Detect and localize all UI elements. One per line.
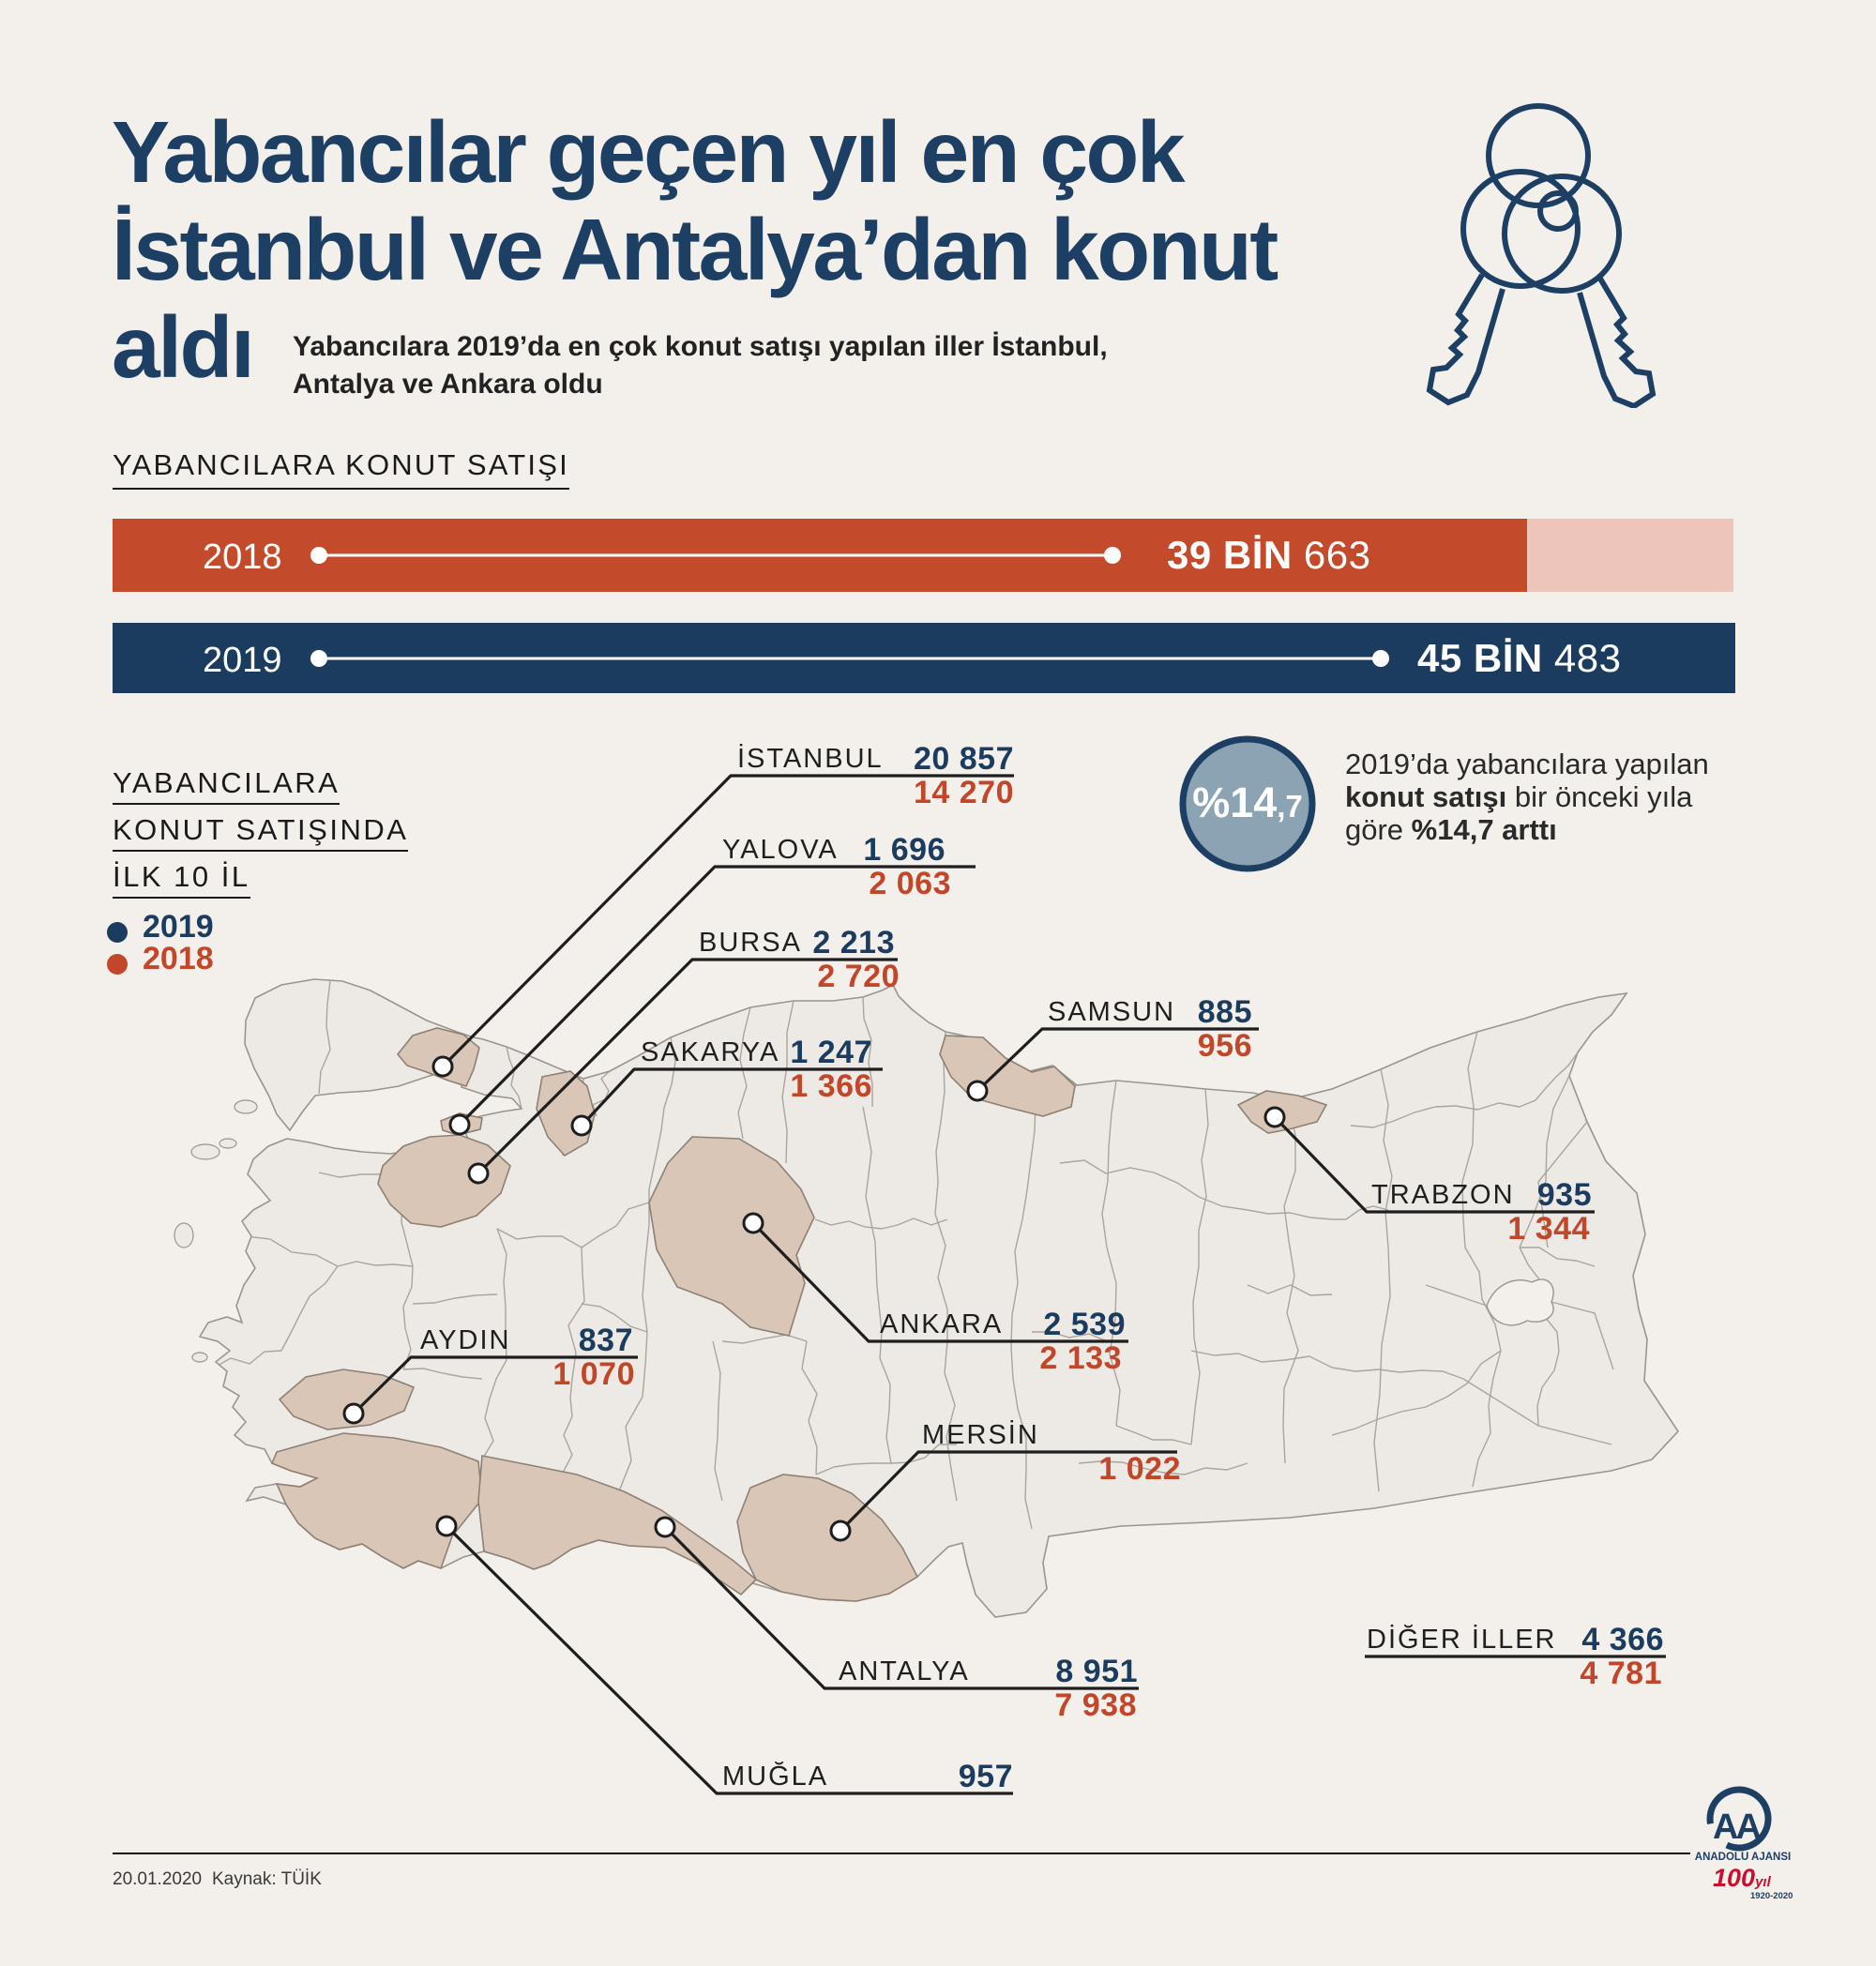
svg-text:AA: AA	[1713, 1807, 1761, 1847]
svg-text:100yıl: 100yıl	[1713, 1864, 1772, 1892]
svg-text:ANADOLU AJANSI: ANADOLU AJANSI	[1695, 1852, 1791, 1863]
svg-text:1920-2020: 1920-2020	[1750, 1891, 1793, 1901]
